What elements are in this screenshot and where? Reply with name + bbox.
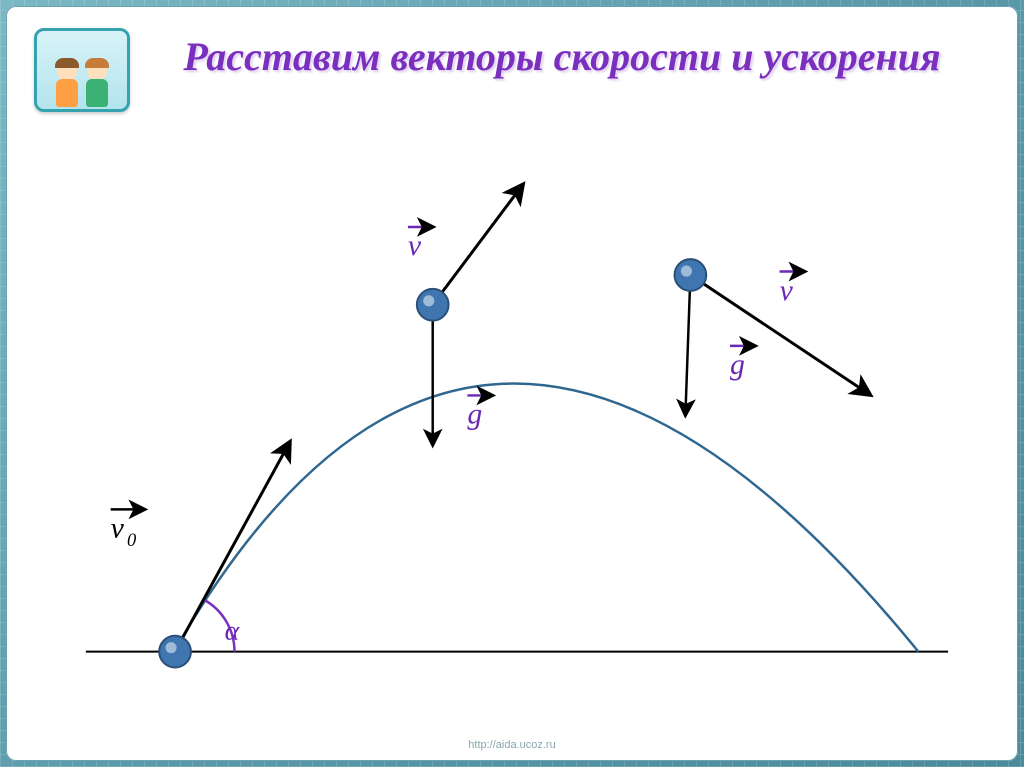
- label-text: v: [408, 230, 422, 262]
- footer-link: http://aida.ucoz.ru: [6, 739, 1018, 751]
- vector-label: gg: [730, 346, 754, 381]
- badge-icon: [34, 28, 130, 112]
- kid-icon: [54, 61, 80, 109]
- slide-frame: Расставим векторы скорости и ускорения v…: [0, 0, 1024, 767]
- vector-label: v0: [111, 509, 144, 550]
- vector-arrow: [685, 275, 690, 414]
- vector-label: v: [780, 272, 804, 307]
- trajectory-point: [417, 289, 449, 321]
- kid-icon: [84, 61, 110, 109]
- label-text: g: [467, 399, 482, 431]
- trajectory-point: [675, 259, 707, 291]
- vector-label: v: [408, 227, 432, 262]
- label-text: v: [111, 513, 125, 545]
- vector-label: α: [225, 616, 241, 647]
- vector-label: gg: [467, 395, 491, 430]
- label-text: g: [730, 349, 745, 381]
- vector-arrow: [433, 186, 522, 305]
- svg-text:0: 0: [127, 530, 136, 550]
- slide-panel: Расставим векторы скорости и ускорения v…: [6, 6, 1018, 761]
- slide-title: Расставим векторы скорости и ускорения: [146, 34, 978, 80]
- label-text: α: [225, 616, 241, 647]
- label-text: v: [780, 275, 794, 307]
- trajectory-point: [159, 636, 191, 668]
- diagram-svg: v0αvggvgg: [46, 166, 978, 721]
- trajectory-curve: [175, 384, 918, 652]
- trajectory-diagram: v0αvggvgg: [46, 166, 978, 721]
